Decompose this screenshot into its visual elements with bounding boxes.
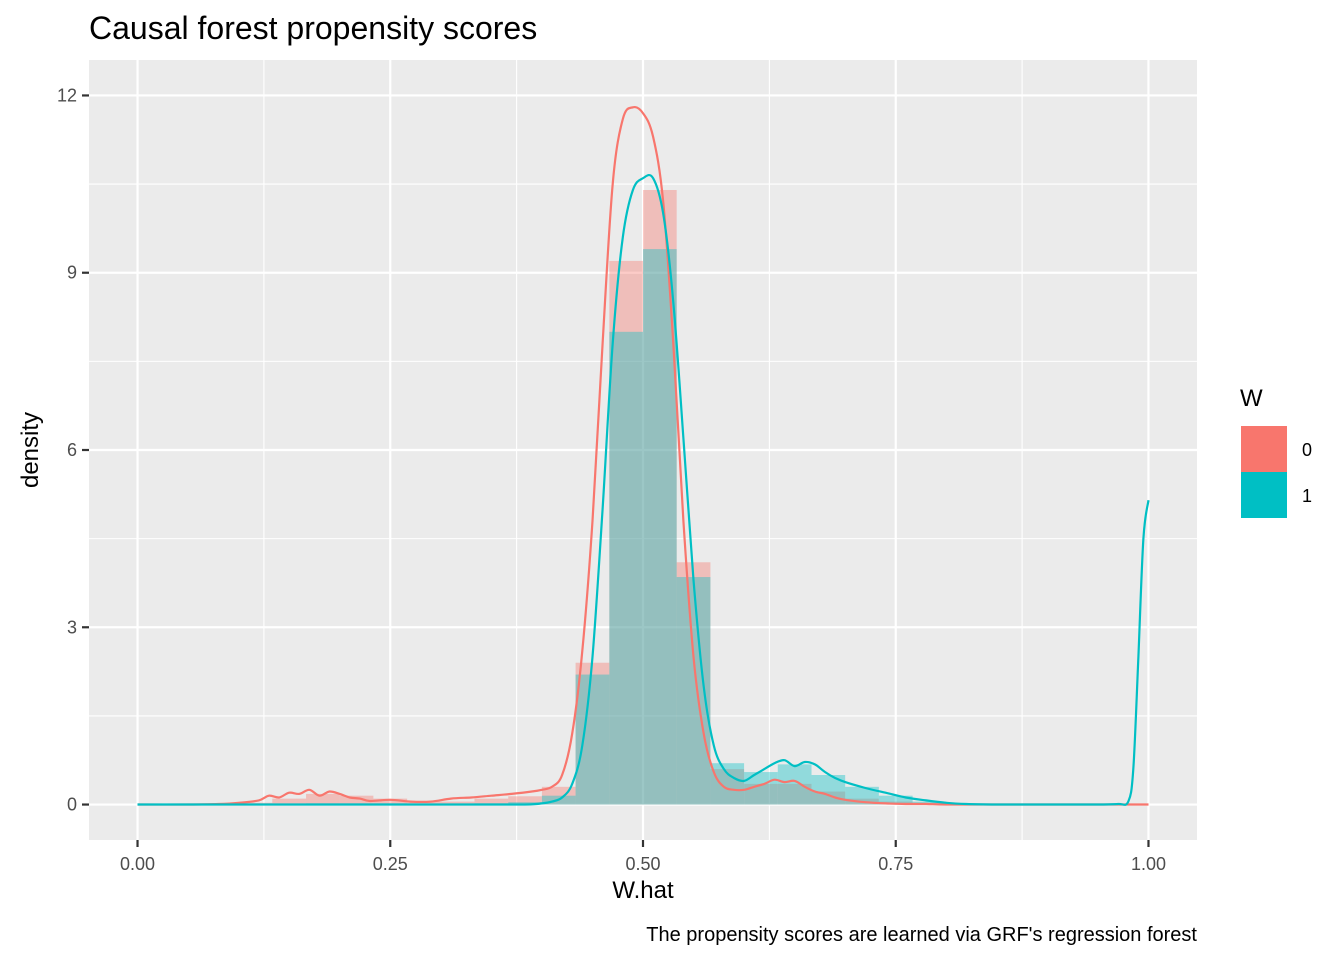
- histogram-bar-w0: [339, 795, 374, 805]
- histogram-bar-w1: [575, 674, 610, 805]
- histogram-bar-w1: [609, 331, 643, 805]
- histogram-bar-w0: [744, 783, 778, 805]
- histogram-bar-w1: [676, 577, 711, 805]
- histogram-bar-w0: [777, 783, 812, 805]
- major-gridlines: [89, 60, 1197, 840]
- density-lines: [137, 105, 1150, 806]
- y-axis: 0 3 6 9 12: [57, 85, 89, 815]
- histogram-bar-w1: [878, 795, 913, 805]
- y-tick-label: 12: [57, 85, 77, 105]
- y-tick-label: 0: [67, 795, 77, 815]
- legend: W 0 1: [1240, 385, 1312, 518]
- y-tick-label: 6: [67, 440, 77, 460]
- histogram-bar-w0: [474, 798, 509, 805]
- density-line-w0: [137, 105, 1149, 806]
- histogram-bar-w0: [609, 260, 643, 805]
- x-axis-title: W.hat: [612, 877, 674, 904]
- histogram-bar-w0: [811, 791, 846, 805]
- chart-title: Causal forest propensity scores: [89, 10, 537, 46]
- y-tick-label: 3: [67, 617, 77, 637]
- x-tick-label: 0.50: [625, 854, 660, 874]
- histogram-bar-w1: [643, 249, 677, 805]
- y-axis-title: density: [17, 412, 44, 488]
- histogram-bars: [238, 190, 980, 805]
- y-tick-label: 9: [67, 263, 77, 283]
- chart-caption: The propensity scores are learned via GR…: [646, 924, 1197, 946]
- x-axis: 0.00 0.25 0.50 0.75 1.00: [120, 840, 1166, 874]
- density-line-w1: [137, 173, 1150, 806]
- legend-key-0: [1241, 426, 1287, 472]
- histogram-bar-w0: [272, 798, 307, 805]
- legend-title: W: [1240, 385, 1263, 412]
- histogram-bar-w0: [306, 793, 340, 805]
- x-tick-label: 0.75: [878, 854, 913, 874]
- histogram-bar-w0: [676, 562, 711, 805]
- legend-label-0: 0: [1302, 440, 1312, 460]
- histogram-bar-w0: [575, 662, 610, 805]
- legend-label-1: 1: [1302, 486, 1312, 506]
- histogram-bar-w0: [440, 801, 475, 805]
- histogram-bar-w1: [710, 763, 745, 805]
- histogram-bar-w0: [373, 798, 408, 805]
- x-tick-label: 0.25: [373, 854, 408, 874]
- histogram-bar-w0: [508, 796, 542, 805]
- histogram-bar-w1: [777, 764, 812, 805]
- x-tick-label: 0.00: [120, 854, 155, 874]
- x-tick-label: 1.00: [1131, 854, 1166, 874]
- histogram-bar-w0: [407, 801, 441, 805]
- legend-key-1: [1241, 472, 1287, 518]
